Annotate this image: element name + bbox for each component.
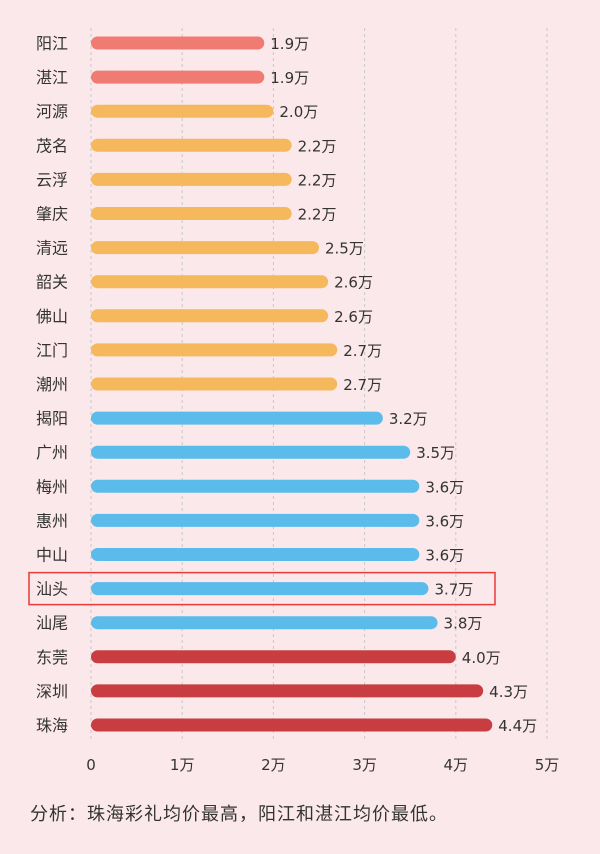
- bar: [91, 309, 329, 323]
- category-label: 梅州: [36, 477, 68, 496]
- category-label: 江门: [36, 341, 68, 360]
- category-label: 中山: [36, 546, 68, 565]
- bar: [91, 172, 292, 186]
- bars: [91, 36, 493, 732]
- bar: [91, 582, 429, 596]
- value-label: 2.0万: [279, 103, 318, 121]
- value-label: 3.6万: [425, 478, 464, 496]
- category-label: 肇庆: [36, 205, 68, 224]
- value-label: 3.5万: [416, 444, 455, 462]
- value-label: 4.4万: [498, 717, 537, 735]
- bar: [91, 104, 274, 118]
- value-label: 2.7万: [343, 376, 382, 394]
- x-tick-label: 2万: [261, 756, 286, 774]
- category-label: 揭阳: [36, 409, 68, 428]
- value-label: 2.5万: [325, 240, 364, 258]
- bar: [91, 377, 338, 391]
- category-label: 汕尾: [36, 614, 68, 633]
- category-label: 茂名: [36, 136, 68, 155]
- value-label: 3.8万: [444, 615, 483, 633]
- value-label: 3.6万: [425, 512, 464, 530]
- bar: [91, 138, 292, 152]
- category-label: 汕头: [36, 580, 68, 599]
- bar: [91, 479, 420, 493]
- category-label: 东莞: [36, 648, 68, 667]
- x-tick-label: 5万: [535, 756, 560, 774]
- category-label: 阳江: [36, 34, 68, 53]
- value-label: 2.2万: [298, 137, 337, 155]
- highlight-box: [28, 571, 496, 606]
- bar: [91, 684, 484, 698]
- bar: [91, 718, 493, 732]
- bar: [91, 616, 438, 630]
- category-label: 韶关: [36, 273, 68, 292]
- category-label: 广州: [36, 443, 68, 462]
- x-tick-label: 0: [86, 756, 96, 774]
- bar: [91, 513, 420, 527]
- value-label: 3.2万: [389, 410, 428, 428]
- bar: [91, 70, 265, 84]
- value-label: 1.9万: [270, 35, 309, 53]
- value-label: 3.6万: [425, 547, 464, 565]
- category-label: 湛江: [36, 68, 68, 87]
- bar: [91, 241, 319, 255]
- x-tick-label: 3万: [352, 756, 377, 774]
- category-labels: 阳江湛江河源茂名云浮肇庆清远韶关佛山江门潮州揭阳广州梅州惠州中山汕头汕尾东莞深圳…: [36, 34, 68, 735]
- bar: [91, 343, 338, 357]
- bar: [91, 650, 456, 664]
- category-label: 惠州: [36, 511, 68, 530]
- category-label: 深圳: [36, 682, 68, 701]
- value-label: 4.0万: [462, 649, 501, 667]
- value-label: 3.7万: [434, 581, 473, 599]
- value-label: 1.9万: [270, 69, 309, 87]
- category-label: 云浮: [36, 170, 68, 189]
- x-tick-label: 4万: [444, 756, 469, 774]
- value-label: 4.3万: [489, 683, 528, 701]
- value-label: 2.7万: [343, 342, 382, 360]
- x-axis: 0 1万 2万 3万 4万 5万: [86, 756, 559, 774]
- value-labels: 1.9万 1.9万 2.0万 2.2万 2.2万 2.2万 2.5万 2.6万 2.6万 2.7万…: [270, 35, 537, 735]
- category-label: 潮州: [36, 375, 68, 394]
- bar: [91, 548, 420, 561]
- value-label: 2.6万: [334, 308, 373, 326]
- x-tick-label: 1万: [170, 756, 195, 774]
- bar: [91, 275, 329, 289]
- value-label: 2.6万: [334, 274, 373, 292]
- bar: [91, 36, 265, 50]
- category-label: 佛山: [36, 307, 68, 326]
- analysis-note: 分析：珠海彩礼均价最高，阳江和湛江均价最低。: [30, 804, 448, 825]
- category-label: 珠海: [36, 716, 68, 735]
- bar: [91, 207, 292, 220]
- category-label: 河源: [36, 102, 68, 121]
- value-label: 2.2万: [298, 171, 337, 189]
- bar: [91, 411, 383, 425]
- category-label: 清远: [36, 239, 68, 258]
- bar: [91, 445, 411, 459]
- value-label: 2.2万: [298, 206, 337, 224]
